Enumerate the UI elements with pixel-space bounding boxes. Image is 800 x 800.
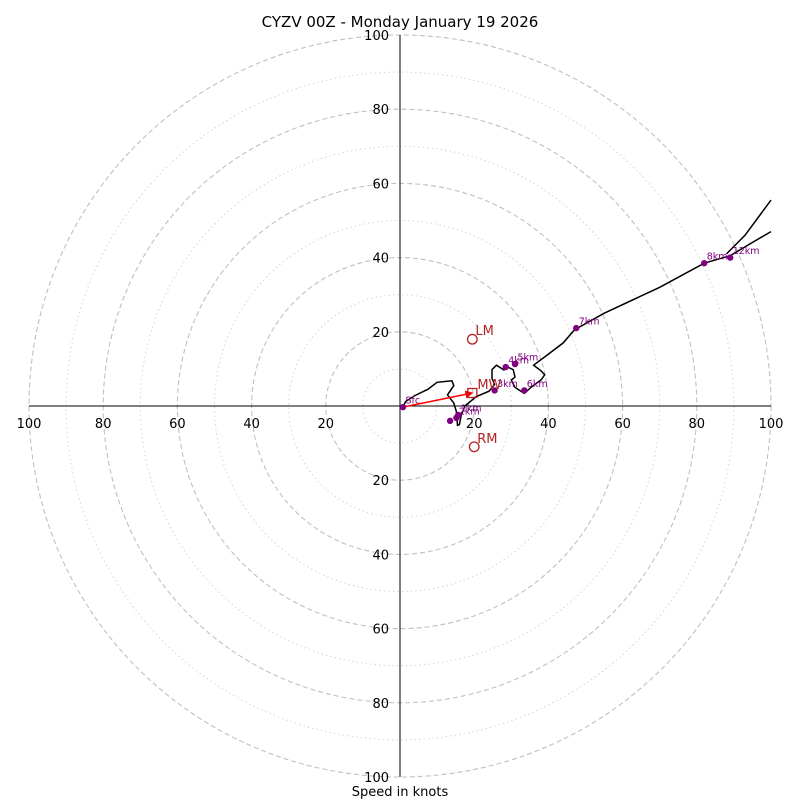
y-tick-label: 100 — [364, 29, 389, 44]
height-marker-label: 6km — [527, 379, 548, 390]
height-marker-point — [491, 387, 498, 394]
wind-profile-line — [402, 230, 772, 427]
x-tick-label: 20 — [318, 417, 335, 432]
y-tick-label: 20 — [372, 474, 389, 489]
x-tick-label: 80 — [95, 417, 112, 432]
height-marker-label: 3km — [497, 379, 518, 390]
height-marker-label: 12km — [733, 246, 760, 257]
height-marker-point — [521, 387, 528, 394]
y-tick-label: 40 — [372, 252, 389, 267]
height-marker-point — [511, 360, 519, 368]
right-mover-marker — [468, 441, 480, 453]
x-tick-label: 80 — [689, 417, 706, 432]
height-marker-point — [573, 324, 580, 332]
height-marker-point — [726, 254, 734, 261]
x-tick-label: 60 — [614, 417, 631, 432]
right-mover-label: RM — [477, 432, 497, 447]
storm-motions: LM RM MW — [466, 324, 502, 453]
height-marker-point — [399, 403, 407, 411]
y-tick-label: 60 — [372, 623, 389, 638]
y-tick-label: 40 — [372, 548, 389, 563]
chart-title: CYZV 00Z - Monday January 19 2026 — [262, 13, 539, 31]
height-marker-point — [701, 259, 708, 267]
x-tick-label: 100 — [759, 417, 784, 432]
y-tick-label: 60 — [372, 177, 389, 192]
hodograph-trace — [402, 199, 772, 427]
height-marker-label: 7km — [579, 317, 600, 328]
height-marker-label: 1km — [461, 403, 482, 414]
x-tick-label: 20 — [466, 417, 483, 432]
height-marker-label: 4km — [508, 356, 529, 367]
x-tick-label: 40 — [243, 417, 260, 432]
height-marker-point — [453, 414, 460, 422]
height-marker-point — [502, 363, 509, 371]
tick-labels: 100 80 60 40 20 20 40 60 80 100 100 80 60 40 20 20 40 60 8… — [17, 29, 784, 786]
bulk-shear — [402, 390, 474, 408]
x-tick-label: 100 — [17, 417, 42, 432]
height-marker-point — [446, 417, 454, 425]
x-axis-label: Speed in knots — [352, 785, 449, 800]
upper-wind-line — [725, 199, 772, 255]
left-mover-label: LM — [475, 324, 493, 339]
y-tick-label: 80 — [372, 697, 389, 712]
y-tick-label: 80 — [372, 103, 389, 118]
left-mover-marker — [466, 333, 478, 345]
height-marker-label: Sfc — [405, 396, 420, 407]
y-tick-label: 20 — [372, 326, 389, 341]
x-tick-label: 40 — [540, 417, 557, 432]
mean-wind-label: MW — [477, 378, 501, 393]
height-marker-label: 5km — [518, 353, 539, 364]
mean-wind-marker — [467, 387, 478, 399]
y-tick-label: 100 — [364, 771, 389, 786]
height-marker-label: 8km — [707, 252, 728, 263]
height-marker-label: 2km — [459, 406, 480, 417]
x-tick-label: 60 — [169, 417, 186, 432]
shear-vector-arrow — [402, 390, 474, 408]
